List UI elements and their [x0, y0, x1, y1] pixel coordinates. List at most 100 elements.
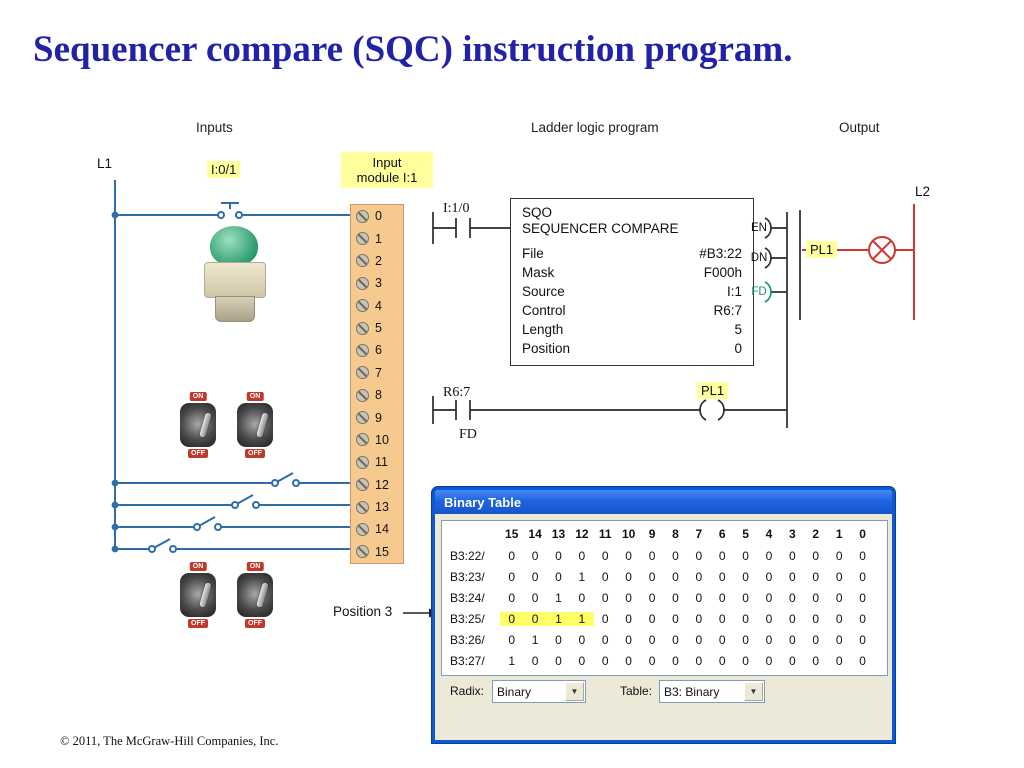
table-label: Table:: [620, 684, 653, 698]
rung2-contact-sublabel: FD: [459, 427, 477, 442]
toggle-lever: [256, 412, 269, 438]
bit-value: 0: [625, 590, 632, 605]
bit-value: 0: [648, 653, 656, 668]
bit-value: 0: [695, 611, 703, 626]
input-terminal-10: 10: [351, 429, 403, 451]
bit-header: 10: [621, 527, 636, 541]
terminal-number: 7: [375, 365, 382, 380]
terminal-number: 3: [375, 276, 382, 291]
sqo-param-value: R6:7: [713, 303, 742, 318]
terminal-number: 1: [375, 231, 382, 246]
bit-value: 0: [742, 653, 749, 668]
bit-value: 0: [555, 569, 562, 584]
terminal-screw-icon: [356, 321, 369, 335]
bit-value: 0: [578, 590, 586, 605]
bit-value: 0: [648, 632, 656, 647]
bit-header: 2: [812, 527, 820, 541]
sqo-param-row: Source I:1: [522, 282, 742, 301]
pushbutton-body: [204, 262, 266, 298]
terminal-screw-icon: [356, 522, 369, 536]
toggle-switch-1: ON OFF: [176, 392, 220, 458]
pushbutton-base: [215, 296, 255, 322]
terminal-screw-icon: [356, 411, 369, 425]
bit-value: 0: [718, 653, 726, 668]
bit-value: 0: [859, 548, 866, 563]
rung2-contact-label: R6:7: [443, 385, 471, 400]
dropdown-arrow-icon[interactable]: ▼: [565, 682, 584, 701]
bit-value: 0: [742, 548, 749, 563]
toggle-lever: [199, 582, 212, 608]
bit-value: 0: [812, 548, 820, 563]
bit-value: 0: [859, 590, 866, 605]
terminal-screw-icon: [356, 343, 369, 357]
input-terminal-8: 8: [351, 384, 403, 406]
bit-header: 8: [672, 527, 679, 541]
bit-value: 0: [812, 611, 820, 626]
terminal-number: 0: [375, 209, 382, 224]
sqo-param-value: 5: [734, 322, 742, 337]
coil-label-dn: DN: [750, 252, 768, 264]
bit-header: 13: [551, 527, 566, 541]
toggle-on-tag: ON: [246, 562, 264, 571]
sqo-param-row: Position 0: [522, 339, 742, 358]
input-terminal-3: 3: [351, 272, 403, 294]
bit-value: 0: [672, 548, 679, 563]
toggle-body: [180, 403, 216, 447]
sqo-instruction-name: SEQUENCER COMPARE: [522, 221, 679, 236]
bit-value: 0: [695, 548, 703, 563]
bit-value: 0: [812, 590, 820, 605]
binary-table: 15 14 13 12 11 10 9 8 7 6 5 4 3 2 1 0 B3:22/0 0 0 0 0 0 0 0 0 0 0…: [441, 520, 888, 676]
input-module-label-line1: Input: [372, 155, 402, 170]
bit-value: 0: [672, 632, 679, 647]
terminal-number: 8: [375, 388, 382, 403]
pushbutton-address-label: I:0/1: [207, 161, 241, 178]
dropdown-arrow-icon[interactable]: ▼: [744, 682, 763, 701]
coil-label-en: EN: [751, 222, 767, 234]
bit-value: 1: [555, 590, 562, 605]
bit-value: 0: [835, 611, 843, 626]
bit-value: 1: [570, 611, 594, 626]
word-address: B3:23/: [450, 569, 485, 584]
terminal-number: 10: [375, 432, 389, 447]
sqo-param-value: F000h: [703, 265, 742, 280]
section-label-output: Output: [839, 120, 880, 135]
bit-header: 7: [695, 527, 703, 541]
sqo-param-row: Length 5: [522, 320, 742, 339]
bit-value: 0: [672, 569, 679, 584]
toggle-lever: [199, 412, 212, 438]
input-terminal-7: 7: [351, 362, 403, 384]
sqo-param-row: Control R6:7: [522, 301, 742, 320]
bit-value: 0: [625, 632, 632, 647]
bit-value: 0: [601, 632, 609, 647]
section-label-ladder: Ladder logic program: [531, 120, 659, 135]
table-dropdown[interactable]: B3: Binary ▼: [659, 680, 765, 703]
bit-header: 11: [598, 527, 612, 541]
binary-table-row: B3:22/0 0 0 0 0 0 0 0 0 0 0 0 0 0 0 0: [442, 545, 887, 566]
radix-dropdown[interactable]: Binary ▼: [492, 680, 586, 703]
bit-value: 0: [718, 590, 726, 605]
binary-table-window: Binary Table 15 14 13 12 11 10 9 8 7 6 5 4 3 2 1 0 B3:2…: [432, 487, 895, 743]
bit-value: 0: [531, 548, 539, 563]
rung1-contact-label: I:1/0: [443, 201, 470, 216]
bit-value: 0: [765, 653, 773, 668]
pilot-light-label: PL1: [806, 241, 838, 258]
sqo-param-label: Position: [522, 341, 571, 356]
bit-header: 12: [575, 527, 589, 541]
bit-value: 0: [578, 548, 586, 563]
input-terminal-9: 9: [351, 406, 403, 428]
toggle-off-tag: OFF: [188, 619, 208, 628]
toggle-off-tag: OFF: [188, 449, 208, 458]
input-terminal-6: 6: [351, 339, 403, 361]
bit-value: 0: [601, 653, 609, 668]
binary-table-row: B3:23/0 0 0 1 0 0 0 0 0 0 0 0 0 0 0 0: [442, 566, 887, 587]
terminal-number: 5: [375, 321, 382, 336]
radix-value: Binary: [497, 684, 532, 699]
junction-dots: [111, 211, 119, 553]
window-titlebar[interactable]: Binary Table: [435, 490, 892, 514]
sqo-param-label: File: [522, 246, 544, 261]
input-terminal-1: 1: [351, 227, 403, 249]
terminal-screw-icon: [356, 433, 369, 447]
terminal-number: 13: [375, 500, 389, 515]
bit-value: 0: [835, 632, 843, 647]
sqo-param-label: Control: [522, 303, 566, 318]
